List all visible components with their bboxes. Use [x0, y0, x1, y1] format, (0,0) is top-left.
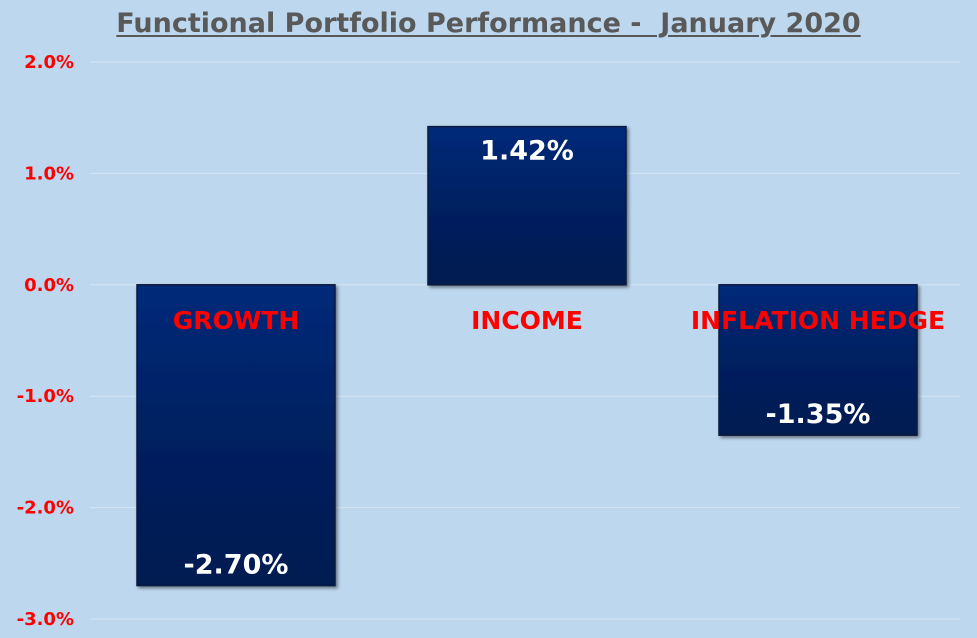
category-label-income: INCOME [471, 306, 583, 335]
bars [136, 125, 918, 587]
y-tick-label: -1.0% [17, 386, 74, 407]
category-label-growth: GROWTH [173, 306, 300, 335]
y-tick-label: 2.0% [24, 52, 74, 73]
data-label-inflation-hedge: -1.35% [766, 399, 871, 430]
bar-income [427, 125, 627, 286]
y-tick-label: 1.0% [24, 163, 74, 184]
y-axis-ticks: 2.0% 1.0% 0.0% -1.0% -2.0% -3.0% [17, 52, 74, 630]
chart-title: Functional Portfolio Performance - Janua… [116, 8, 861, 39]
category-label-inflation-hedge: INFLATION HEDGE [691, 306, 945, 335]
labels: -2.70% GROWTH 1.42% INCOME -1.35% INFLATION H… [173, 136, 945, 581]
bar-inflation-hedge [718, 284, 918, 436]
y-tick-label: -2.0% [17, 498, 74, 519]
bar-growth [136, 284, 336, 587]
y-tick-label: -3.0% [17, 609, 74, 630]
data-label-income: 1.42% [480, 136, 574, 167]
data-label-growth: -2.70% [184, 550, 289, 581]
y-tick-label: 0.0% [24, 275, 74, 296]
